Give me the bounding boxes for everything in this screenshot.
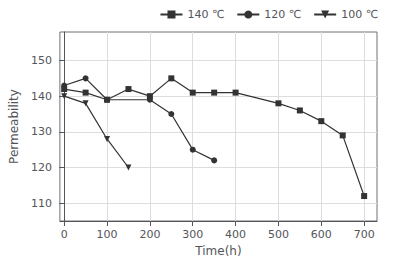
svg-text:600: 600 <box>311 228 332 241</box>
svg-text:500: 500 <box>268 228 289 241</box>
svg-text:400: 400 <box>225 228 246 241</box>
svg-text:150: 150 <box>31 54 52 67</box>
svg-text:140 ℃: 140 ℃ <box>187 8 224 21</box>
svg-text:110: 110 <box>31 197 52 210</box>
svg-text:120: 120 <box>31 161 52 174</box>
svg-text:130: 130 <box>31 125 52 138</box>
svg-text:300: 300 <box>182 228 203 241</box>
svg-text:100 ℃: 100 ℃ <box>341 8 378 21</box>
svg-text:100: 100 <box>97 228 118 241</box>
svg-text:700: 700 <box>354 228 375 241</box>
svg-text:200: 200 <box>139 228 160 241</box>
svg-text:Time(h): Time(h) <box>194 244 241 258</box>
svg-text:120 ℃: 120 ℃ <box>264 8 301 21</box>
svg-text:140: 140 <box>31 90 52 103</box>
svg-text:0: 0 <box>61 228 68 241</box>
svg-text:Permeability: Permeability <box>7 89 21 164</box>
